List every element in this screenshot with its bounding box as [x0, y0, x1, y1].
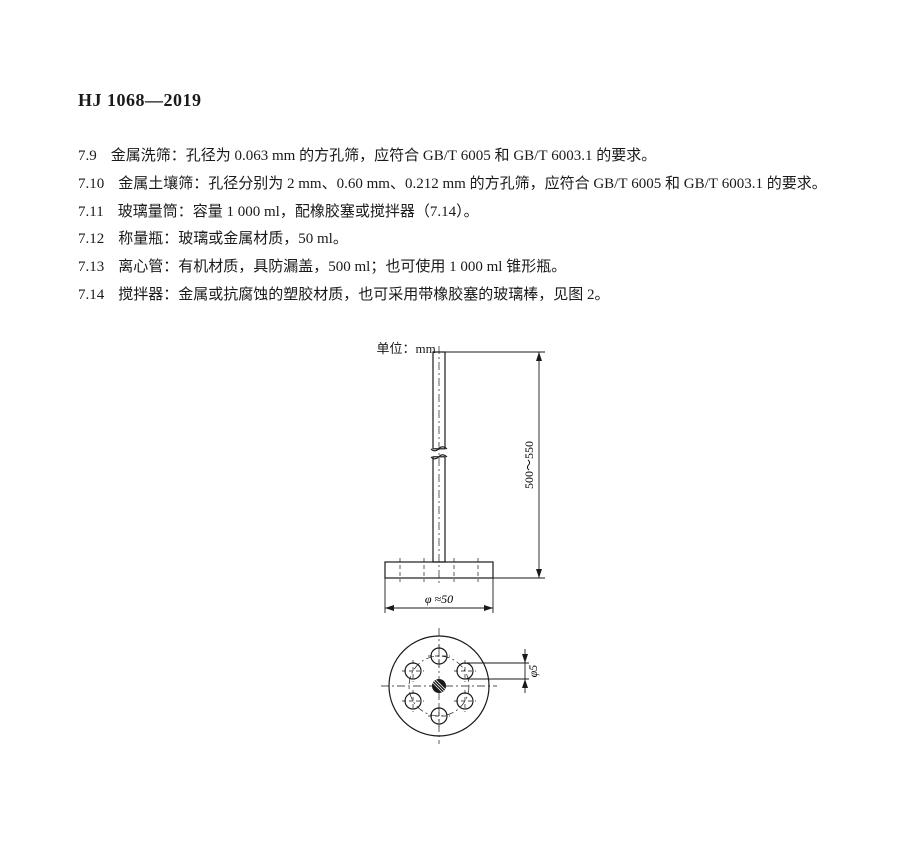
clause-7-12: 7.12 称量瓶：玻璃或金属材质，50 ml。: [78, 226, 839, 254]
clauses-block: 7.9 金属洗筛：孔径为 0.063 mm 的方孔筛，应符合 GB/T 6005 …: [78, 143, 839, 310]
doc-standard-code: HJ 1068—2019: [78, 90, 839, 111]
stirrer-diagram: 500～550 φ ≈50 φ5: [329, 338, 589, 798]
clause-text: 金属土壤筛：孔径分别为 2 mm、0.60 mm、0.212 mm 的方孔筛，应…: [118, 176, 826, 192]
clause-7-14: 7.14 搅拌器：金属或抗腐蚀的塑胶材质，也可采用带橡胶塞的玻璃棒，见图 2。: [78, 282, 839, 310]
clause-text: 玻璃量筒：容量 1 000 ml，配橡胶塞或搅拌器（7.14）。: [118, 204, 479, 220]
figure-container: 单位：mm 500～550 φ ≈50 φ5: [78, 338, 839, 803]
figure-unit-label: 单位：mm: [377, 338, 436, 357]
clause-7-11: 7.11 玻璃量筒：容量 1 000 ml，配橡胶塞或搅拌器（7.14）。: [78, 199, 839, 227]
clause-text: 称量瓶：玻璃或金属材质，50 ml。: [118, 231, 348, 247]
clause-text: 搅拌器：金属或抗腐蚀的塑胶材质，也可采用带橡胶塞的玻璃棒，见图 2。: [118, 287, 609, 303]
clause-number: 7.13: [78, 259, 104, 275]
clause-number: 7.14: [78, 287, 104, 303]
svg-text:φ ≈50: φ ≈50: [424, 592, 452, 606]
svg-text:500～550: 500～550: [522, 440, 536, 488]
clause-number: 7.9: [78, 148, 97, 164]
doc-code-number: 1068—2019: [102, 90, 202, 110]
clause-text: 离心管：有机材质，具防漏盖，500 ml；也可使用 1 000 ml 锥形瓶。: [118, 259, 566, 275]
clause-number: 7.12: [78, 231, 104, 247]
clause-7-9: 7.9 金属洗筛：孔径为 0.063 mm 的方孔筛，应符合 GB/T 6005 …: [78, 143, 839, 171]
clause-7-10: 7.10 金属土壤筛：孔径分别为 2 mm、0.60 mm、0.212 mm 的方…: [78, 171, 839, 199]
clause-number: 7.10: [78, 176, 104, 192]
clause-text: 金属洗筛：孔径为 0.063 mm 的方孔筛，应符合 GB/T 6005 和 G…: [111, 148, 657, 164]
clause-number: 7.11: [78, 204, 104, 220]
svg-text:φ5: φ5: [526, 664, 540, 677]
clause-7-13: 7.13 离心管：有机材质，具防漏盖，500 ml；也可使用 1 000 ml 锥…: [78, 254, 839, 282]
doc-code-prefix: HJ: [78, 90, 102, 110]
